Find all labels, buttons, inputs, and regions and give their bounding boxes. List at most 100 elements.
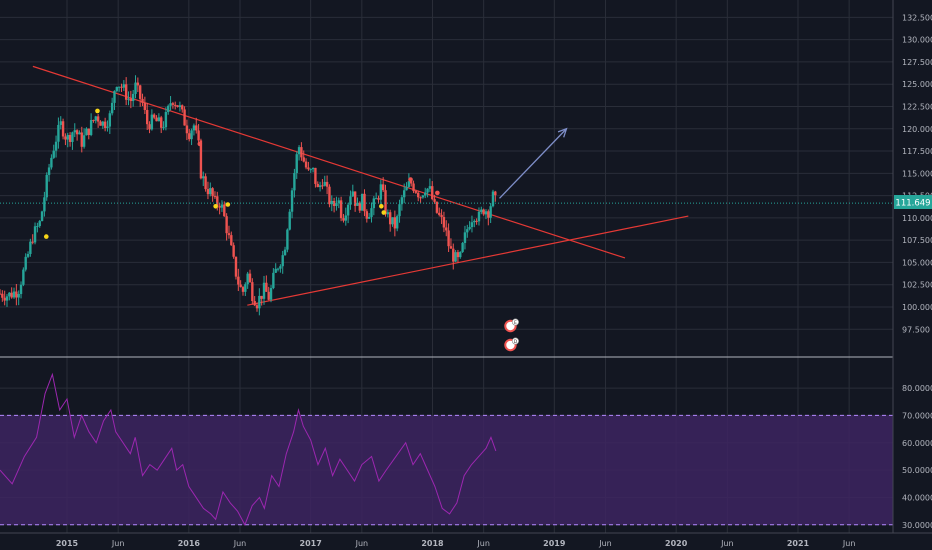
event-badge: [511, 337, 519, 345]
candle-body: [342, 218, 345, 221]
event-badge-label: D: [514, 339, 518, 345]
candle-body: [218, 205, 221, 208]
candle-body: [204, 176, 207, 190]
candle-body: [124, 84, 128, 100]
trendline[interactable]: [32, 65, 626, 259]
candle-body: [417, 192, 420, 198]
candle-body: [325, 181, 329, 187]
signal-dot-yellow: [95, 108, 100, 114]
signal-dot-yellow: [379, 203, 384, 209]
candle-body: [487, 211, 490, 218]
candle-body: [232, 245, 235, 257]
candle-body: [297, 147, 301, 155]
candle-body: [400, 197, 404, 205]
time-tick-label: 2020: [665, 539, 688, 548]
candle-body: [337, 200, 340, 204]
candle-body: [120, 86, 123, 88]
candle-body: [178, 105, 182, 108]
candle-body: [92, 120, 95, 122]
candle-body: [269, 288, 273, 300]
candle-body: [75, 130, 79, 135]
rsi-tick-label: 30.0000: [902, 521, 932, 530]
price-tick-label: 117.500: [902, 147, 932, 156]
signal-dot-red: [408, 177, 413, 182]
candle-body: [419, 197, 422, 199]
candle-body: [117, 86, 121, 88]
candle-body: [363, 193, 366, 212]
candle-body: [274, 268, 277, 273]
candle-body: [220, 204, 224, 208]
candle-body: [403, 190, 406, 198]
candle-body: [272, 272, 275, 289]
candle-body: [267, 291, 270, 300]
candle-body: [68, 134, 72, 142]
candle-body: [339, 200, 343, 219]
candle-body: [145, 109, 149, 125]
candle-body: [241, 287, 245, 292]
candle-body: [335, 203, 338, 207]
candle-body: [442, 217, 446, 228]
candle-body: [372, 198, 376, 209]
candle-body: [1, 293, 4, 298]
candle-body: [349, 196, 352, 205]
projection-arrow[interactable]: [499, 128, 567, 199]
candle-body: [209, 188, 212, 195]
candle-body: [227, 233, 231, 236]
candle-body: [360, 193, 364, 211]
candle-body: [199, 140, 203, 179]
trendline[interactable]: [247, 215, 689, 306]
candle-body: [85, 128, 88, 136]
candle-body: [351, 191, 355, 197]
candle-body: [150, 114, 154, 130]
candle-body: [489, 206, 492, 218]
candle-body: [323, 181, 326, 186]
candle-body: [491, 191, 495, 207]
candle-body: [153, 114, 156, 118]
candle-body: [454, 252, 457, 262]
candle-body: [484, 211, 488, 215]
candle-body: [5, 296, 9, 301]
trendlines: [32, 65, 689, 306]
time-tick-label: Jun: [598, 539, 612, 548]
candle-body: [424, 192, 427, 196]
candle-body: [440, 214, 443, 218]
candle-body: [412, 183, 415, 192]
candle-body: [3, 297, 6, 301]
rsi-axis[interactable]: 30.0000 40.0000 50.0000 60.0000 70.0000 80.00…: [902, 384, 932, 530]
candle-body: [470, 222, 474, 228]
candle-body: [57, 124, 60, 142]
candle-body: [386, 212, 390, 215]
price-tick-label: 97.500: [902, 325, 930, 334]
price-tick-label: 125.000: [902, 80, 932, 89]
candle-body: [202, 176, 205, 179]
candle-body: [129, 98, 133, 102]
candle-body: [391, 217, 394, 225]
candle-body: [164, 111, 168, 128]
projection-arrow-head: [557, 127, 568, 138]
candle-body: [71, 132, 74, 142]
candle-body: [0, 293, 2, 295]
candle-body: [279, 266, 282, 269]
time-tick-label: Jun: [720, 539, 734, 548]
candle-body: [421, 195, 425, 198]
candle-body: [78, 132, 81, 135]
candle-body: [110, 102, 114, 114]
price-tick-label: 105.000: [902, 258, 932, 267]
candle-body: [300, 147, 303, 158]
candle-body: [113, 90, 116, 103]
candle-body: [190, 130, 193, 140]
candle-body: [353, 191, 357, 206]
signal-dot-yellow: [381, 210, 387, 215]
candle-body: [307, 167, 310, 170]
event-markers[interactable]: ED: [504, 318, 519, 352]
candle-body: [66, 134, 69, 140]
candle-body: [388, 212, 392, 225]
price-tick-label: 130.000: [902, 36, 932, 45]
candle-body: [456, 252, 460, 258]
candle-body: [459, 251, 462, 258]
candle-body: [461, 242, 464, 252]
candle-body: [377, 198, 380, 200]
price-axis[interactable]: 97.500 100.000 102.500 105.000 107.500 110.00…: [902, 13, 932, 334]
time-axis[interactable]: 2015 Jun 2016 Jun 2017 Jun 2018 Jun 2019 Jun 2020 J…: [0, 532, 932, 548]
